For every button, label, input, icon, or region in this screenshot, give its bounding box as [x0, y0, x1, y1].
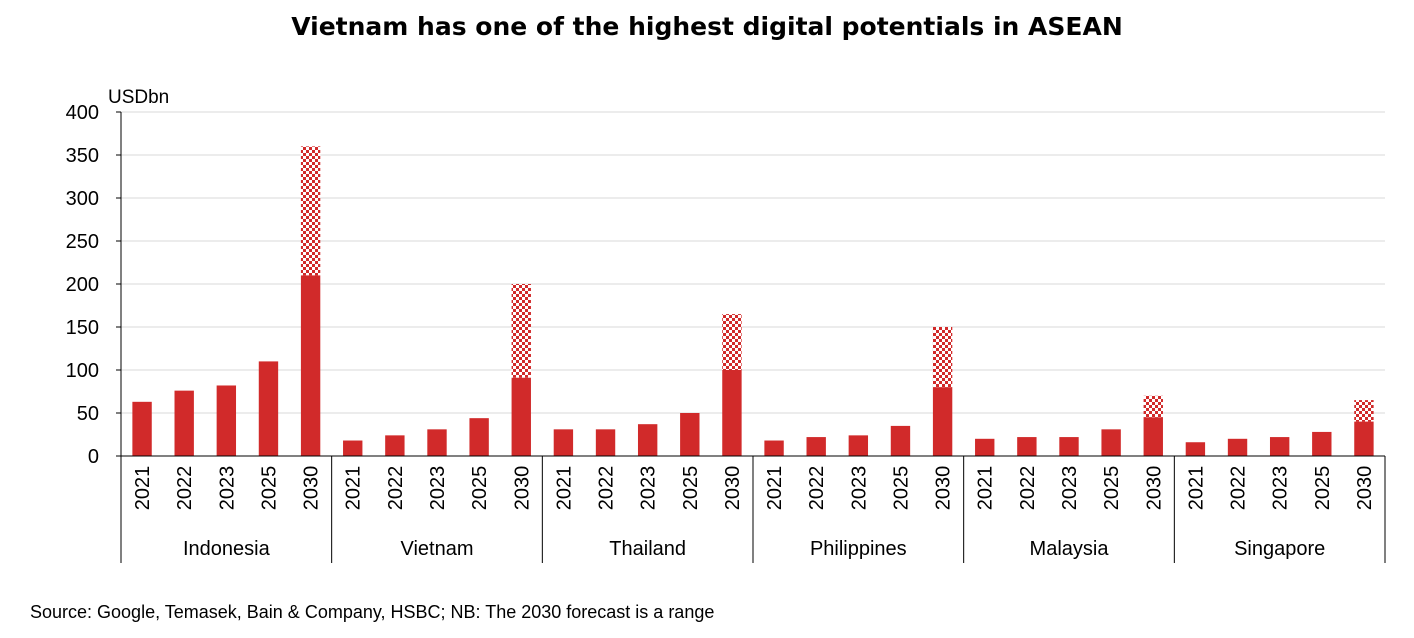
x-tick-label: 2021 [343, 466, 365, 511]
bar [1101, 429, 1121, 456]
bar [174, 390, 194, 456]
x-tick-label: 2023 [848, 466, 870, 511]
x-tick-label: 2023 [216, 466, 238, 511]
axes: 0 50 100 150 200 250 300 350 400 2021 2022 2023 2025… [66, 102, 1386, 563]
bar [385, 435, 405, 456]
y-tick-label: 200 [66, 274, 99, 296]
source-note: Source: Google, Temasek, Bain & Company,… [30, 602, 715, 622]
y-tick-label: 300 [66, 188, 99, 210]
x-tick-label: 2021 [764, 466, 786, 511]
bar [1143, 417, 1163, 456]
bar [1059, 437, 1079, 456]
bar [806, 437, 826, 456]
x-tick-label: 2030 [933, 466, 955, 511]
x-tick-label: 2025 [890, 466, 912, 511]
y-tick-label: 250 [66, 231, 99, 253]
y-tick-label: 50 [77, 403, 99, 425]
x-tick-label: 2030 [1354, 466, 1376, 511]
bar [343, 440, 363, 456]
x-tick-label: 2022 [385, 466, 407, 511]
y-tick-label: 400 [66, 102, 99, 124]
bar [132, 401, 152, 456]
x-tick-label: 2030 [301, 466, 323, 511]
y-tick-label: 350 [66, 145, 99, 167]
bar [637, 424, 658, 456]
bar [553, 429, 574, 456]
x-tick-label: 2021 [132, 466, 154, 511]
bar [300, 275, 321, 456]
bar [595, 429, 616, 456]
gridlines [121, 111, 1385, 414]
bar [764, 440, 784, 456]
chart-title: Vietnam has one of the highest digital p… [291, 12, 1123, 41]
bar [1312, 431, 1332, 456]
bar [1185, 442, 1206, 456]
y-axis-unit-label: USDbn [108, 87, 169, 108]
bar-range-segment [722, 314, 742, 370]
bar-range-segment [1143, 395, 1163, 418]
x-tick-label: 2025 [680, 466, 702, 511]
bar [680, 413, 700, 456]
bar [258, 361, 279, 456]
bar [722, 370, 742, 456]
bar-range-segment [511, 284, 531, 378]
bar [511, 377, 531, 456]
bar [1227, 438, 1248, 456]
group-label: Philippines [810, 538, 907, 560]
x-tick-label: 2025 [1312, 466, 1334, 511]
bar [932, 387, 953, 456]
bar [848, 435, 869, 456]
x-tick-label: 2023 [1270, 466, 1292, 511]
x-tick-label: 2022 [174, 466, 196, 511]
x-tick-label: 2030 [722, 466, 744, 511]
group-label: Singapore [1234, 538, 1325, 560]
x-tick-label: 2022 [1017, 466, 1039, 511]
bar [427, 429, 447, 456]
group-label: Vietnam [400, 538, 473, 560]
bar [975, 438, 995, 456]
y-tick-label: 150 [66, 317, 99, 339]
bar-range-segment [932, 327, 953, 388]
x-tick-label: 2021 [553, 466, 575, 511]
y-tick-label: 0 [88, 446, 99, 468]
y-tick-label: 100 [66, 360, 99, 382]
bar [890, 425, 911, 456]
bar [1017, 437, 1037, 456]
x-tick-label: 2023 [1059, 466, 1081, 511]
bar [216, 385, 237, 456]
x-tick-label: 2022 [1228, 466, 1250, 511]
x-tick-label: 2030 [511, 466, 533, 511]
x-tick-label: 2030 [1143, 466, 1165, 511]
bar-range-segment [300, 146, 321, 276]
bar [1354, 421, 1374, 456]
group-label: Thailand [609, 538, 686, 560]
x-tick-label: 2022 [806, 466, 828, 511]
x-tick-label: 2023 [427, 466, 449, 511]
group-label: Indonesia [183, 538, 271, 560]
x-tick-label: 2023 [638, 466, 660, 511]
x-tick-label: 2025 [469, 466, 491, 511]
x-tick-label: 2025 [258, 466, 280, 511]
bar [469, 418, 489, 456]
x-tick-label: 2021 [1185, 466, 1207, 511]
x-tick-label: 2021 [975, 466, 997, 511]
group-label: Malaysia [1030, 538, 1110, 560]
bars [132, 146, 1374, 456]
x-tick-label: 2025 [1101, 466, 1123, 511]
bar [1269, 437, 1290, 456]
x-tick-label: 2022 [596, 466, 618, 511]
bar-range-segment [1354, 400, 1374, 422]
